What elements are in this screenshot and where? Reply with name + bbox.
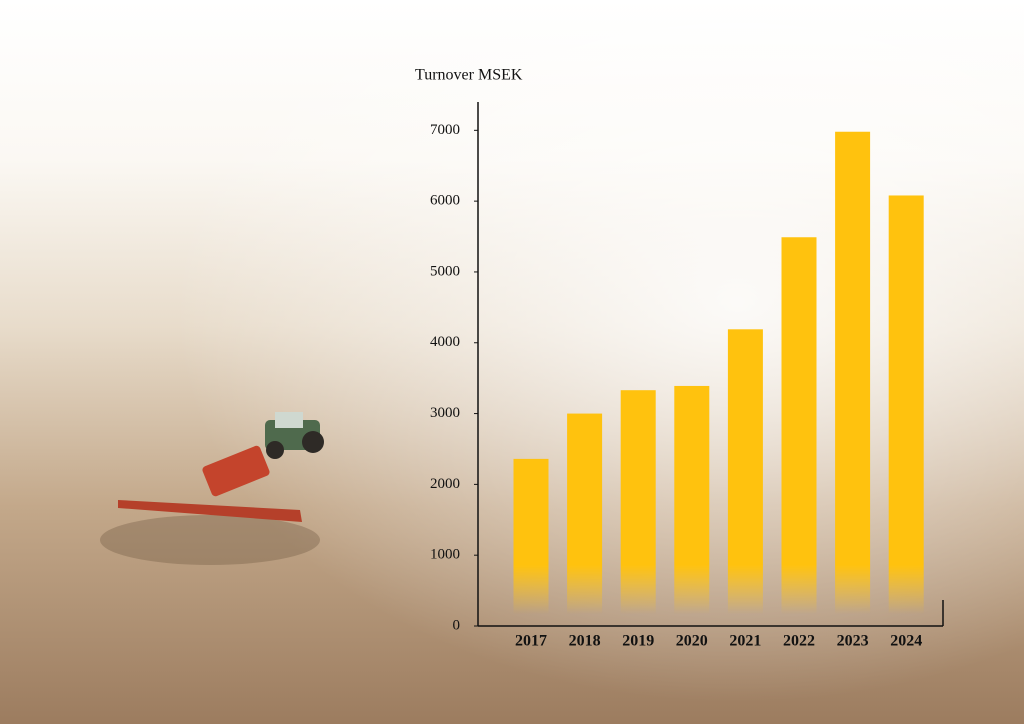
x-tick-label: 2018 — [569, 633, 601, 650]
bar — [674, 385, 710, 626]
bar — [888, 195, 924, 626]
bar — [567, 413, 603, 626]
y-tick-label: 1000 — [430, 547, 460, 563]
x-tick-label: 2021 — [729, 633, 761, 650]
x-tick-label: 2024 — [890, 633, 922, 650]
bar — [513, 458, 549, 626]
y-tick-label: 4000 — [430, 334, 460, 350]
x-tick-label: 2019 — [622, 633, 654, 650]
y-axis-label: Turnover MSEK — [415, 67, 523, 84]
tractor — [100, 412, 324, 565]
x-tick-label: 2020 — [676, 633, 708, 650]
bars — [513, 131, 924, 626]
y-tick-label: 0 — [453, 617, 461, 633]
bar — [781, 237, 817, 626]
bar — [620, 390, 656, 626]
x-tick-label: 2017 — [515, 633, 547, 650]
bar — [835, 131, 871, 626]
y-tick-label: 5000 — [430, 263, 460, 279]
x-tick-label: 2023 — [837, 633, 869, 650]
y-tick-label: 7000 — [430, 122, 460, 138]
y-tick-label: 2000 — [430, 476, 460, 492]
y-tick-label: 6000 — [430, 193, 460, 209]
y-tick-label: 3000 — [430, 405, 460, 421]
bar — [727, 329, 763, 626]
x-tick-label: 2022 — [783, 633, 815, 650]
